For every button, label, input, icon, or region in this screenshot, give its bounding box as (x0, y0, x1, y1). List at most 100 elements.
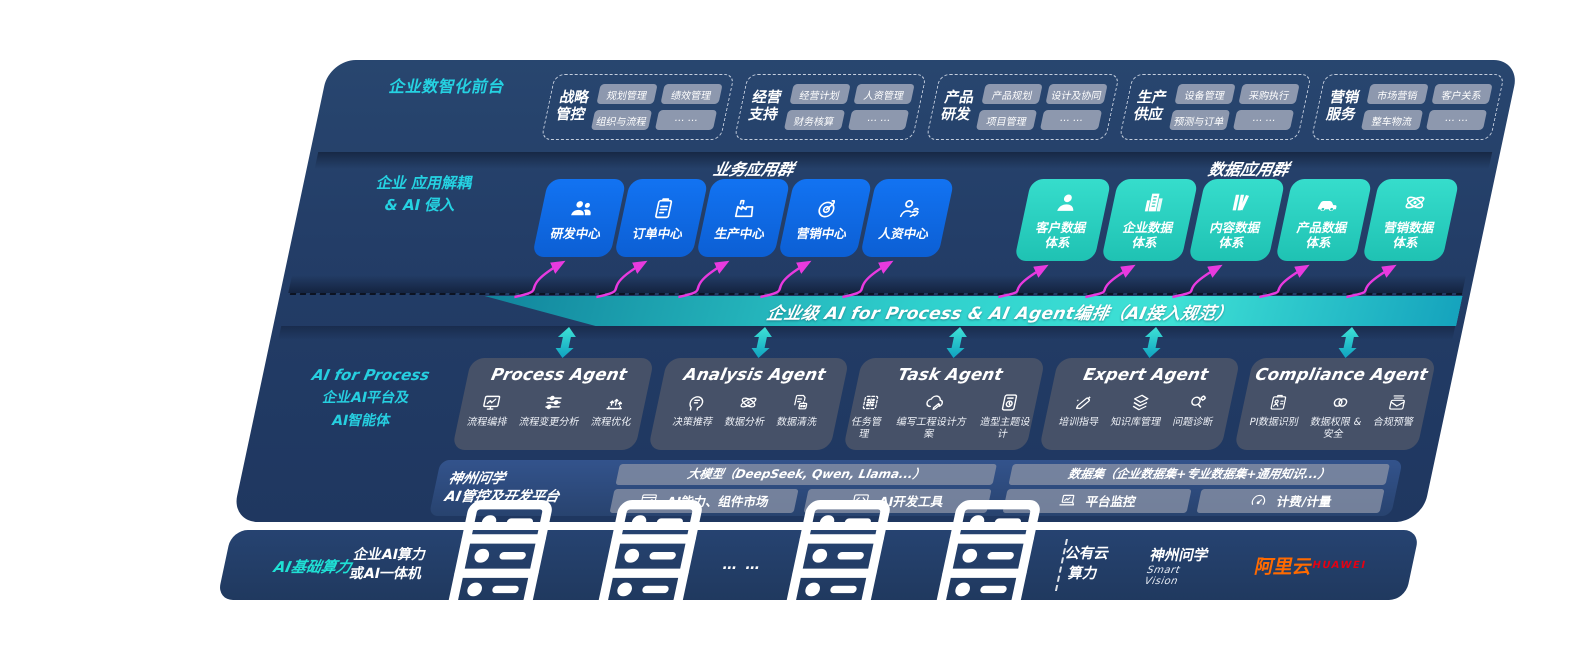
data-app-label: 产品数据 体系 (1295, 220, 1349, 250)
server-icon (748, 481, 929, 631)
agent-item: 流程变更分析 (518, 392, 586, 429)
smartvision-diamond-icon (1102, 546, 1144, 584)
infra-header: AI基础算力 (272, 554, 354, 577)
front-office-pill: 经营计划 (789, 84, 851, 104)
agent-item: 任务管理 (845, 392, 890, 440)
agent-item: 流程编排 (466, 392, 514, 429)
diagram-skewed-canvas: 企业数智化前台 战略 管控 规划管理 绩效管理 组织与流程… … 经营 支持 经营计划 人资管理… (215, 60, 1520, 648)
infra-band: AI基础算力 企业AI算力 或AI一体机 数据中心 数据中心… … AI一体机 AI一… (217, 499, 1420, 648)
agent-item: 合规预警 (1370, 392, 1420, 440)
agent-item: 编写工程设计方案 (892, 392, 973, 440)
front-office-pill: 财务核算 (783, 110, 846, 130)
agent-item: 数据清洗 (775, 392, 823, 429)
agent-item-label: 培训指导 (1057, 417, 1100, 428)
front-office-group-name: 产品 研发 (939, 90, 976, 125)
front-office-pill-grid: 经营计划 人资管理 财务核算… … (783, 84, 915, 130)
group-name-line1: 生产 (1135, 89, 1169, 106)
front-office-group-name: 经营 支持 (747, 90, 783, 125)
group-name-line2: 管控 (554, 107, 587, 123)
agent-items: 决策推荐 数据分析 数据清洗 (652, 392, 842, 429)
agent-item-label: PI数据识别 (1248, 417, 1300, 428)
group-name-line2: 研发 (939, 107, 972, 123)
agent-card: Process Agent 流程编排 流程变更分析 流程优化 (451, 358, 655, 450)
data-app-box: 客户数据 体系 (1014, 179, 1112, 261)
atom-icon (736, 392, 761, 413)
group-name-line1: 营销 (1328, 89, 1361, 106)
front-office-pill: … … (1232, 110, 1295, 130)
app-layer-header: 企业 应用解耦 & AI 侵入 (323, 166, 523, 215)
data-apps-row: 客户数据 体系 企业数据 体系 内容数据 体系 产品数据 体系 营销数据 体系 (1014, 179, 1460, 261)
infra-compute-line1: 企业AI算力 (352, 547, 428, 564)
business-apps-row: 研发中心 订单中心 生产中心 营销中心 人资中心 (531, 179, 955, 257)
business-app-box: 研发中心 (531, 179, 627, 257)
business-app-label: 订单中心 (631, 225, 685, 241)
front-office-group-name: 战略 管控 (554, 90, 590, 125)
atom-icon (1399, 190, 1429, 215)
front-office-pill: 整车物流 (1361, 110, 1423, 130)
books-icon (1225, 190, 1255, 215)
agent-title: Analysis Agent (682, 365, 828, 384)
ai-layer-label-line1: AI for Process (310, 366, 432, 384)
front-office-pill: 绩效管理 (660, 84, 723, 104)
agent-item-label: 数据清洗 (775, 417, 818, 428)
data-app-box: 产品数据 体系 (1275, 179, 1373, 261)
data-apps-title: 数据应用群 (1206, 160, 1291, 179)
front-office-group: 产品 研发 产品规划 设计及协同 项目管理… … (925, 74, 1120, 140)
decoupling-dashed-line (289, 293, 1463, 295)
diagnose-icon (1184, 392, 1209, 413)
front-office-pill-grid: 市场营销 客户关系 整车物流… … (1361, 84, 1493, 130)
front-office-pill: 规划管理 (596, 84, 658, 104)
car-icon (1312, 190, 1342, 215)
group-name-line2: 供应 (1132, 107, 1165, 123)
group-name-line1: 经营 (750, 89, 784, 106)
factory-icon (730, 196, 760, 221)
public-cloud-line1: 公有云 (1063, 546, 1111, 563)
front-office-pill: … … (655, 110, 717, 130)
ai-layer-label-line3: AI智能体 (330, 413, 392, 429)
ai-layer-header: AI for Process 企业AI平台及 AI智能体 (271, 358, 462, 430)
front-office-group: 经营 支持 经营计划 人资管理 财务核算… … (733, 74, 927, 140)
agent-card: Expert Agent 培训指导 知识库管理 问题诊断 (1038, 358, 1241, 450)
agent-item-label: 流程变更分析 (517, 417, 581, 428)
mail-icon (1385, 392, 1410, 413)
server-icon (559, 481, 740, 631)
server-icon (897, 481, 1078, 631)
agent-item-label: 知识库管理 (1109, 417, 1162, 428)
agent-item: 造型主题设计 (975, 392, 1038, 440)
data-app-label: 客户数据 体系 (1034, 220, 1088, 250)
agent-item: 数据分析 (723, 392, 771, 429)
business-app-box: 人资中心 (859, 179, 955, 257)
aliyun-logo: 阿里云 (1208, 552, 1316, 579)
front-office-pill: … … (1040, 110, 1102, 130)
idcard-icon (1265, 392, 1290, 413)
infra-compute-label: 企业AI算力 或AI一体机 (348, 546, 428, 584)
agent-title: Compliance Agent (1253, 365, 1430, 384)
agent-card: Compliance Agent PI数据识别 数据权限 & 安全 合规预警 (1234, 358, 1437, 450)
front-office-group-name: 营销 服务 (1324, 89, 1361, 125)
data-app-label: 内容数据 体系 (1208, 220, 1262, 250)
front-office-pill: 市场营销 (1366, 84, 1429, 104)
agent-item-label: 任务管理 (850, 417, 883, 440)
gauge-icon (1247, 491, 1270, 510)
business-app-box: 营销中心 (777, 179, 873, 257)
front-office-pill: 设备管理 (1174, 84, 1236, 104)
training-icon (1070, 392, 1095, 413)
data-app-box: 内容数据 体系 (1188, 179, 1286, 261)
infra-ellipsis: … … (721, 557, 764, 573)
business-app-label: 生产中心 (713, 225, 767, 241)
clipboard-icon (648, 196, 678, 221)
business-apps-title: 业务应用群 (711, 160, 796, 179)
front-office-pill: 产品规划 (981, 84, 1044, 104)
server-icon (410, 481, 591, 631)
group-name-line2: 支持 (746, 107, 780, 123)
target-icon (812, 196, 842, 221)
infra-compute-line2: 或AI一体机 (348, 566, 424, 582)
front-office-group: 战略 管控 规划管理 绩效管理 组织与流程… … (540, 74, 735, 140)
front-office-pill: … … (1425, 110, 1488, 130)
front-office-pill: 客户关系 (1431, 84, 1493, 104)
front-office-pill: 设计及协同 (1045, 84, 1108, 104)
front-office-pill: 组织与流程 (590, 110, 653, 130)
front-office-label: 企业数智化前台 (387, 77, 507, 96)
agent-item: 决策推荐 (671, 392, 719, 429)
infra-node: 数据中心 (406, 481, 591, 649)
